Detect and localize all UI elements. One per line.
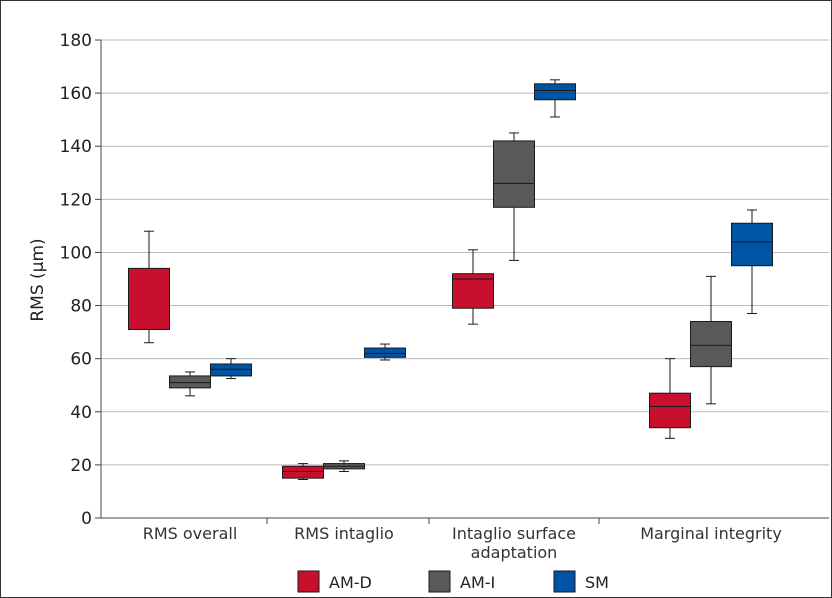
box-plot-sm [731, 209, 773, 315]
box [731, 222, 773, 267]
legend-label: AM-D [329, 573, 372, 592]
gridlines [101, 39, 829, 466]
y-tick-label: 0 [81, 509, 92, 529]
legend-item-am-i: AM-I [428, 570, 495, 593]
box-plot-am-i [323, 460, 365, 473]
box [649, 392, 691, 429]
axes: 0 20 40 60 80 100 120 140 160 180 RMS overall RMS i… [60, 31, 829, 562]
box-plot-am-i [169, 371, 211, 397]
y-tick-label: 40 [70, 403, 92, 423]
legend-item-sm: SM [553, 570, 609, 593]
box-plot-am-i [493, 132, 535, 261]
box-plot-am-d [128, 230, 170, 344]
box [690, 320, 732, 368]
x-category-label: Marginal integrity [640, 524, 782, 543]
y-tick-label: 80 [70, 297, 92, 317]
legend: AM-D AM-I SM [297, 570, 609, 593]
y-axis-title: RMS (μm) [28, 238, 48, 321]
box-plot-sm [364, 343, 406, 361]
x-category-label: RMS intaglio [294, 524, 394, 543]
legend-label: AM-I [460, 573, 495, 592]
y-tick-label: 100 [60, 243, 92, 263]
y-tick-label: 60 [70, 350, 92, 370]
x-category-label: RMS overall [143, 524, 238, 543]
box-plot-series [128, 79, 773, 480]
legend-label: SM [585, 573, 609, 592]
box-plot-sm [210, 358, 252, 380]
box-plot-sm [534, 79, 576, 118]
legend-item-am-d: AM-D [297, 570, 372, 593]
box [169, 375, 211, 389]
box-plot-am-d [282, 463, 324, 480]
box [364, 347, 406, 358]
box-plot-am-d [452, 249, 494, 325]
legend-swatch [428, 570, 451, 593]
y-tick-label: 160 [60, 84, 92, 104]
box-plot-am-i [690, 275, 732, 405]
y-tick-label: 120 [60, 190, 92, 210]
y-tick-label: 140 [60, 137, 92, 157]
box [210, 363, 252, 377]
y-tick-label: 20 [70, 456, 92, 476]
x-category-label: Intaglio surface [452, 524, 576, 543]
x-category-label: adaptation [471, 543, 558, 562]
box [128, 267, 170, 330]
box [282, 465, 324, 479]
legend-swatch [297, 570, 320, 593]
box [534, 83, 576, 101]
y-tick-label: 180 [60, 31, 92, 51]
legend-swatch [553, 570, 576, 593]
box [493, 140, 535, 208]
box-plot-am-d [649, 358, 691, 439]
